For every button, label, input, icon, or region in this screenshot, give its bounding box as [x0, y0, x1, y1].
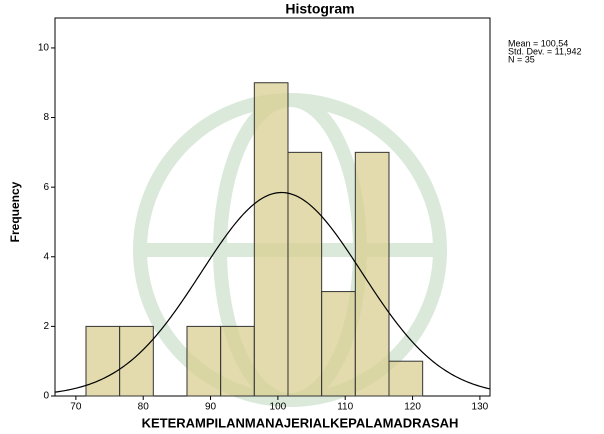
- bar: [220, 325, 255, 397]
- stat-n: N = 35: [508, 54, 535, 64]
- bar: [287, 151, 323, 397]
- y-tick-label: 6: [43, 182, 49, 193]
- x-tick-label: 90: [205, 402, 217, 413]
- chart-title: Histogram: [285, 1, 354, 17]
- x-axis-label: KETERAMPILANMANAJERIALKEPALAMADRASAH: [142, 415, 459, 430]
- bar: [354, 151, 390, 397]
- stat-sd: Std. Dev. = 11,942: [508, 46, 581, 56]
- y-tick-label: 10: [38, 43, 50, 54]
- bar: [186, 325, 222, 397]
- y-tick-label: 4: [43, 251, 49, 262]
- bar: [119, 325, 154, 397]
- x-tick-label: 100: [270, 402, 287, 413]
- bar: [85, 325, 121, 397]
- bar: [321, 291, 356, 397]
- y-axis-label: Frequency: [8, 181, 22, 242]
- y-tick-label: 0: [43, 391, 49, 402]
- x-tick-label: 80: [138, 402, 150, 413]
- x-tick-label: 70: [70, 402, 82, 413]
- y-tick-label: 2: [43, 321, 49, 332]
- x-tick-label: 130: [472, 402, 489, 413]
- bar: [388, 360, 424, 397]
- x-tick-label: 110: [337, 402, 353, 413]
- bar: [253, 82, 289, 397]
- normal-curve: [54, 191, 491, 393]
- x-tick-label: 120: [404, 402, 421, 413]
- y-tick-label: 8: [43, 112, 49, 123]
- stat-mean: Mean = 100,54: [508, 38, 568, 48]
